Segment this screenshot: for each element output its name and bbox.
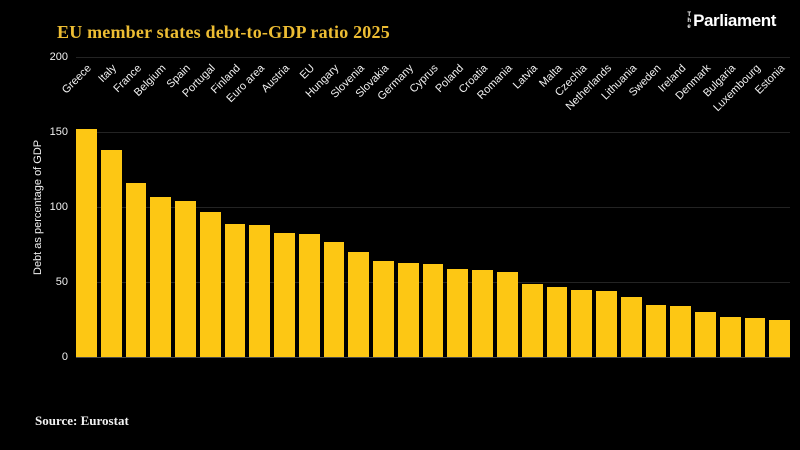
logo-the-letter: T xyxy=(687,12,692,18)
bar-series: Greece Italy France Belgium Spain Portugal Fin… xyxy=(60,57,791,357)
bar-cell: France xyxy=(111,57,147,357)
bar-cell: Germany xyxy=(376,57,419,357)
bar-cell: Portugal xyxy=(181,57,221,357)
logo-the-letter: e xyxy=(687,24,691,30)
bar-cell: Bulgaria xyxy=(701,57,741,357)
bar-cell: Finland xyxy=(209,57,246,357)
bar-cell: Slovenia xyxy=(328,57,370,357)
bar-malta xyxy=(546,286,568,357)
bar-portugal xyxy=(199,211,221,357)
y-tick-label-0: 0 xyxy=(61,351,68,363)
bar-greece xyxy=(76,129,97,357)
bar-france xyxy=(125,183,147,357)
bar-latvia xyxy=(521,283,543,357)
bar-lithuania xyxy=(620,297,642,357)
bar-cell: Lithuania xyxy=(599,57,642,357)
bar-cell: Romania xyxy=(476,57,518,357)
bar-bulgaria xyxy=(719,316,741,357)
bar-sweden xyxy=(645,304,667,357)
bar-germany xyxy=(397,262,419,357)
bar-cell: Czechia xyxy=(553,57,593,357)
source-attribution: Source: Eurostat xyxy=(35,413,129,428)
bar-slovakia xyxy=(373,261,394,357)
bar-slovenia xyxy=(348,252,370,357)
bar-hungary xyxy=(323,241,345,357)
logo-name-text: Parliament xyxy=(693,11,776,30)
bar-austria xyxy=(274,232,295,357)
bar-cell: Estonia xyxy=(753,57,791,357)
logo-the-letter: h xyxy=(687,18,692,24)
bar-cell: Cyprus xyxy=(408,57,444,357)
y-tick-label-50: 50 xyxy=(55,276,68,288)
x-tick-label-greece: Greece xyxy=(60,62,95,97)
bar-cell: Luxembourg xyxy=(711,57,766,357)
gridline-200 xyxy=(76,56,790,58)
bar-ireland xyxy=(670,306,692,357)
bar-romania xyxy=(497,271,518,357)
bar-luxembourg xyxy=(744,318,766,357)
bar-poland xyxy=(447,268,469,357)
bar-cell: Netherlands xyxy=(564,57,617,357)
bar-cell: Hungary xyxy=(304,57,345,357)
bar-cell: Latvia xyxy=(511,57,543,357)
y-tick-label-150: 150 xyxy=(49,126,68,138)
bar-cyprus xyxy=(422,264,444,357)
bar-czechia xyxy=(571,289,593,357)
bar-cell: Austria xyxy=(260,57,295,357)
bar-cell: Euro area xyxy=(225,57,271,357)
bar-cell: Croatia xyxy=(457,57,494,357)
bar-estonia xyxy=(769,319,791,357)
bar-cell: Slovakia xyxy=(353,57,394,357)
bar-cell: Sweden xyxy=(627,57,667,357)
plot-area: Debt as percentage of GDP 0 50 100 150 200 G… xyxy=(32,51,791,363)
bar-cell: EU xyxy=(297,57,320,357)
y-tick-label-200: 200 xyxy=(49,51,68,63)
gridline-100 xyxy=(76,206,790,208)
chart-title: EU member states debt-to-GDP ratio 2025 xyxy=(57,22,390,42)
bar-eu xyxy=(298,234,320,357)
bar-netherlands xyxy=(596,291,617,357)
bar-cell: Ireland xyxy=(656,57,692,357)
bar-finland xyxy=(224,223,246,357)
bar-cell: Spain xyxy=(165,57,196,357)
bar-cell: Poland xyxy=(433,57,469,357)
bar-croatia xyxy=(472,270,494,357)
bar-belgium xyxy=(150,196,172,357)
bar-cell: Belgium xyxy=(132,57,172,357)
bar-cell: Denmark xyxy=(673,57,716,357)
y-tick-label-100: 100 xyxy=(49,201,68,213)
gridline-150 xyxy=(76,131,790,133)
x-tick-label-eu: EU xyxy=(297,62,318,82)
bar-italy xyxy=(100,150,122,357)
bar-cell: Greece xyxy=(60,57,97,357)
bar-euro-area xyxy=(249,225,271,357)
bar-cell: Malta xyxy=(537,57,568,357)
x-axis-baseline xyxy=(76,356,790,358)
bar-cell: Italy xyxy=(96,57,122,357)
bar-denmark xyxy=(695,312,716,357)
bar-spain xyxy=(175,201,196,357)
